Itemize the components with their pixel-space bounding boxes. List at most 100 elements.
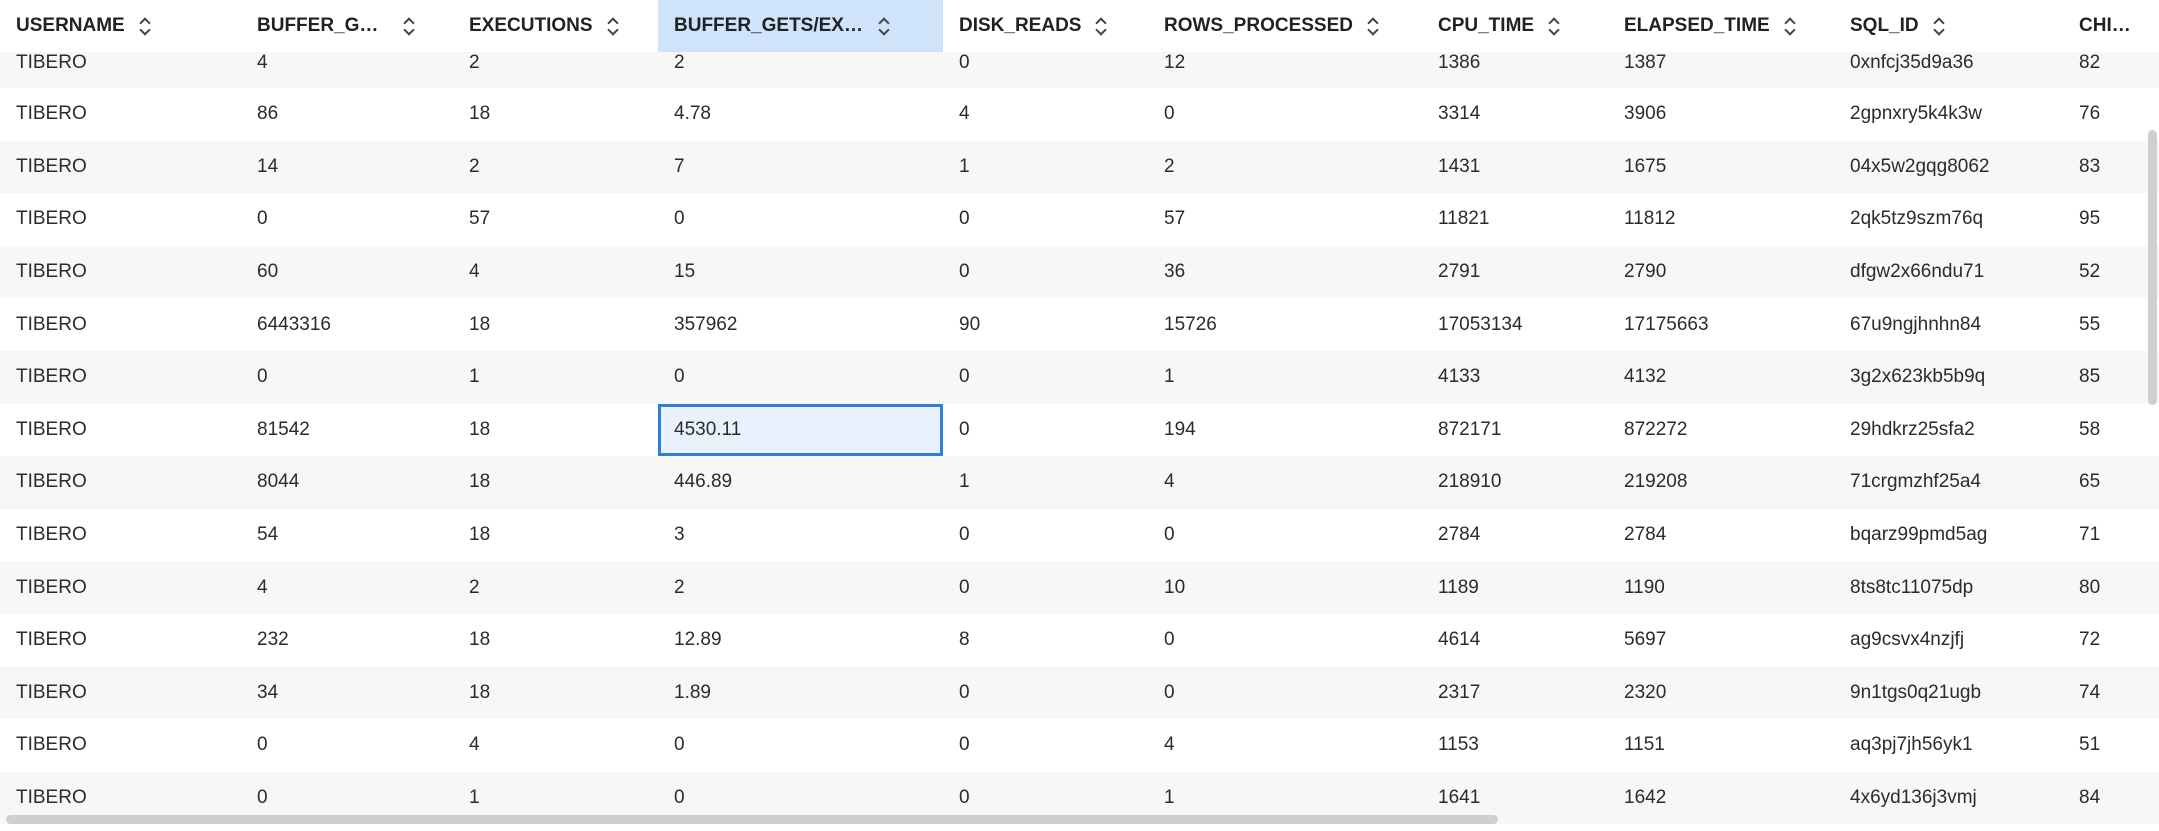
cell-sql-id[interactable]: 2gpnxry5k4k3w bbox=[1850, 103, 1983, 125]
cell-cpu-time[interactable]: 4614 bbox=[1438, 629, 1481, 651]
cell-username[interactable]: TIBERO bbox=[16, 629, 87, 651]
table-row[interactable]: TIBERO 14 2 7 1 2 1431 1675 04x5w2gqg8062 83 bbox=[0, 140, 2159, 194]
cell-cpu-time[interactable]: 2791 bbox=[1438, 261, 1481, 283]
table-row[interactable]: TIBERO 0 1 0 0 1 4133 4132 3g2x623kb5b9q 85 bbox=[0, 350, 2159, 404]
cell-buffer-gets-exec[interactable]: 0 bbox=[674, 787, 685, 809]
cell-buffer-gets-exec[interactable]: 2 bbox=[674, 52, 685, 73]
cell-elapsed-time[interactable]: 11812 bbox=[1624, 208, 1676, 230]
cell-rows-processed[interactable]: 10 bbox=[1164, 576, 1186, 598]
cell-elapsed-time[interactable]: 2320 bbox=[1624, 681, 1667, 703]
cell-elapsed-time[interactable]: 3906 bbox=[1624, 103, 1667, 125]
cell-rows-processed[interactable]: 194 bbox=[1164, 418, 1196, 440]
cell-rows-processed[interactable]: 57 bbox=[1164, 208, 1186, 230]
cell-rows-processed[interactable]: 1 bbox=[1164, 787, 1175, 809]
cell-buffer-gets-exec[interactable]: 1.89 bbox=[674, 681, 711, 703]
cell-cpu-time[interactable]: 1386 bbox=[1438, 52, 1481, 73]
cell-child[interactable]: 83 bbox=[2079, 155, 2101, 177]
cell-cpu-time[interactable]: 1189 bbox=[1438, 576, 1479, 598]
table-row[interactable]: TIBERO 8044 18 446.89 1 4 218910 219208 71crgmzh… bbox=[0, 456, 2159, 509]
cell-child[interactable]: 76 bbox=[2079, 103, 2101, 125]
cell-username[interactable]: TIBERO bbox=[16, 576, 87, 598]
cell-sql-id[interactable]: 8ts8tc11075dp bbox=[1850, 576, 1974, 598]
cell-rows-processed[interactable]: 4 bbox=[1164, 471, 1175, 493]
cell-username[interactable]: TIBERO bbox=[16, 524, 87, 546]
cell-cpu-time[interactable]: 17053134 bbox=[1438, 313, 1523, 335]
cell-username[interactable]: TIBERO bbox=[16, 418, 87, 440]
cell-sql-id[interactable]: aq3pj7jh56yk1 bbox=[1850, 734, 1973, 756]
table-row[interactable]: TIBERO 60 4 15 0 36 2791 2790 dfgw2x66ndu71 52 bbox=[0, 245, 2159, 299]
cell-executions[interactable]: 18 bbox=[469, 524, 491, 546]
cell-buffer-gets-exec[interactable]: 4.78 bbox=[674, 103, 711, 125]
cell-username[interactable]: TIBERO bbox=[16, 787, 87, 809]
table-row[interactable]: TIBERO 0 57 0 0 57 11821 11812 2qk5tz9szm76q 95 bbox=[0, 193, 2159, 246]
cell-cpu-time[interactable]: 1431 bbox=[1438, 155, 1481, 177]
cell-cpu-time[interactable]: 11821 bbox=[1438, 208, 1490, 230]
cell-elapsed-time[interactable]: 219208 bbox=[1624, 471, 1688, 493]
cell-username[interactable]: TIBERO bbox=[16, 155, 87, 177]
cell-child[interactable]: 82 bbox=[2079, 52, 2101, 73]
cell-executions[interactable]: 18 bbox=[469, 418, 491, 440]
table-row[interactable]: TIBERO 6443316 18 357962 90 15726 17053134 1717… bbox=[0, 298, 2159, 351]
cell-username[interactable]: TIBERO bbox=[16, 52, 87, 73]
cell-elapsed-time[interactable]: 1387 bbox=[1624, 52, 1667, 73]
cell-buffer-gets-exec[interactable]: 0 bbox=[674, 366, 685, 388]
cell-buffer-gets[interactable]: 34 bbox=[257, 681, 279, 703]
cell-buffer-gets-exec[interactable]: 0 bbox=[674, 734, 685, 756]
cell-buffer-gets[interactable]: 86 bbox=[257, 103, 279, 125]
cell-buffer-gets[interactable]: 4 bbox=[257, 52, 268, 73]
cell-child[interactable]: 52 bbox=[2079, 261, 2101, 283]
cell-executions[interactable]: 2 bbox=[469, 155, 480, 177]
cell-sql-id[interactable]: 04x5w2gqg8062 bbox=[1850, 155, 1990, 177]
cell-rows-processed[interactable]: 0 bbox=[1164, 524, 1175, 546]
vertical-scrollbar[interactable] bbox=[2148, 130, 2157, 405]
cell-username[interactable]: TIBERO bbox=[16, 313, 87, 335]
cell-disk-reads[interactable]: 0 bbox=[959, 418, 970, 440]
column-header-buffer-gets[interactable]: BUFFER_GE··· bbox=[241, 0, 453, 52]
cell-elapsed-time[interactable]: 1642 bbox=[1624, 787, 1667, 809]
cell-buffer-gets[interactable]: 6443316 bbox=[257, 313, 331, 335]
cell-cpu-time[interactable]: 3314 bbox=[1438, 103, 1481, 125]
cell-sql-id[interactable]: 2qk5tz9szm76q bbox=[1850, 208, 1984, 230]
cell-elapsed-time[interactable]: 1151 bbox=[1624, 734, 1665, 756]
cell-cpu-time[interactable]: 2784 bbox=[1438, 524, 1481, 546]
cell-buffer-gets-exec[interactable]: 4530.11 bbox=[658, 403, 943, 457]
cell-child[interactable]: 58 bbox=[2079, 418, 2101, 440]
cell-child[interactable]: 74 bbox=[2079, 681, 2101, 703]
cell-child[interactable]: 65 bbox=[2079, 471, 2101, 493]
column-header-elapsed-time[interactable]: ELAPSED_TIME bbox=[1608, 0, 1834, 52]
column-header-cpu-time[interactable]: CPU_TIME bbox=[1422, 0, 1608, 52]
cell-rows-processed[interactable]: 0 bbox=[1164, 681, 1175, 703]
cell-child[interactable]: 84 bbox=[2079, 787, 2101, 809]
sort-icon[interactable] bbox=[878, 16, 890, 36]
column-header-child[interactable]: CHILD_ bbox=[2063, 0, 2159, 52]
cell-rows-processed[interactable]: 1 bbox=[1164, 366, 1175, 388]
cell-buffer-gets[interactable]: 0 bbox=[257, 366, 268, 388]
cell-executions[interactable]: 18 bbox=[469, 103, 491, 125]
cell-buffer-gets[interactable]: 54 bbox=[257, 524, 279, 546]
horizontal-scrollbar[interactable] bbox=[6, 815, 1498, 824]
cell-elapsed-time[interactable]: 2790 bbox=[1624, 261, 1667, 283]
cell-executions[interactable]: 57 bbox=[469, 208, 491, 230]
cell-child[interactable]: 72 bbox=[2079, 629, 2101, 651]
cell-buffer-gets-exec[interactable]: 3 bbox=[674, 524, 685, 546]
cell-buffer-gets-exec[interactable]: 2 bbox=[674, 576, 685, 598]
cell-username[interactable]: TIBERO bbox=[16, 261, 87, 283]
cell-executions[interactable]: 2 bbox=[469, 52, 480, 73]
column-header-buffer-gets-exec[interactable]: BUFFER_GETS/EXEC bbox=[658, 0, 943, 52]
column-header-disk-reads[interactable]: DISK_READS bbox=[943, 0, 1148, 52]
cell-rows-processed[interactable]: 4 bbox=[1164, 734, 1175, 756]
sort-icon[interactable] bbox=[1933, 16, 1945, 36]
sort-icon[interactable] bbox=[1095, 16, 1107, 36]
cell-username[interactable]: TIBERO bbox=[16, 734, 87, 756]
cell-child[interactable]: 85 bbox=[2079, 366, 2101, 388]
cell-disk-reads[interactable]: 0 bbox=[959, 787, 970, 809]
cell-sql-id[interactable]: 0xnfcj35d9a36 bbox=[1850, 52, 1974, 73]
cell-executions[interactable]: 1 bbox=[469, 787, 480, 809]
cell-child[interactable]: 95 bbox=[2079, 208, 2101, 230]
cell-elapsed-time[interactable]: 2784 bbox=[1624, 524, 1667, 546]
cell-cpu-time[interactable]: 872171 bbox=[1438, 418, 1502, 440]
cell-buffer-gets[interactable]: 4 bbox=[257, 576, 268, 598]
table-row[interactable]: TIBERO 54 18 3 0 0 2784 2784 bqarz99pmd5ag 71 bbox=[0, 508, 2159, 562]
cell-rows-processed[interactable]: 15726 bbox=[1164, 313, 1217, 335]
